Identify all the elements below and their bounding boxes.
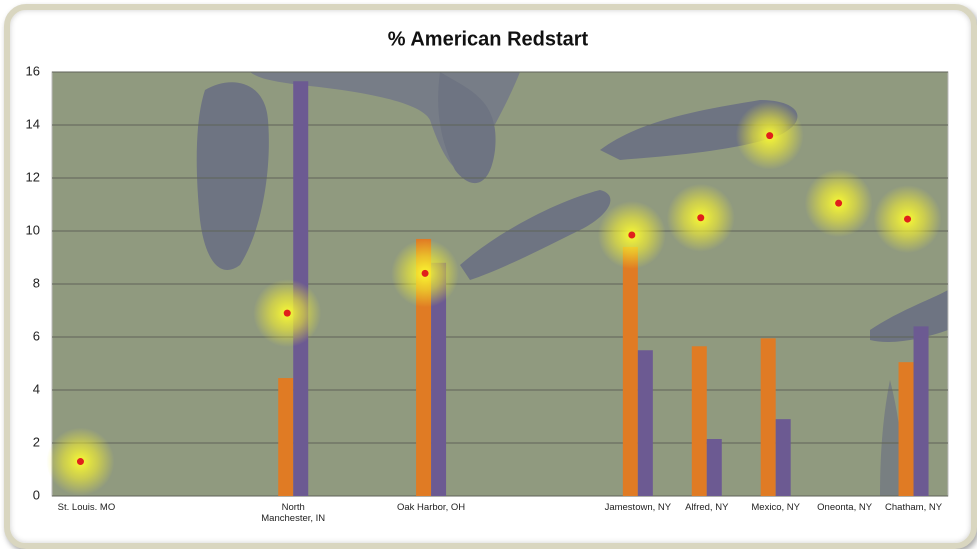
bar <box>278 378 294 496</box>
bar <box>637 350 653 496</box>
y-tick-label: 14 <box>26 116 40 131</box>
bar <box>706 439 722 496</box>
x-tick-label: North Manchester, IN <box>261 502 326 524</box>
bar <box>898 362 914 496</box>
x-tick-label: Jamestown, NY <box>604 502 672 513</box>
bar <box>775 419 791 496</box>
bar <box>431 262 447 496</box>
y-tick-label: 16 <box>26 63 40 78</box>
y-tick-label: 12 <box>26 169 40 184</box>
x-tick-label: Chatham, NY <box>885 502 943 513</box>
y-tick-label: 2 <box>33 434 40 449</box>
point <box>835 199 843 207</box>
y-tick-label: 8 <box>33 275 40 290</box>
point <box>904 215 912 223</box>
bar <box>760 338 776 496</box>
point <box>421 269 429 277</box>
y-tick-label: 4 <box>33 381 40 396</box>
bar <box>622 246 638 496</box>
x-tick-label: St. Louis. MO <box>57 502 116 513</box>
x-tick-label: Oneonta, NY <box>817 502 873 513</box>
x-tick-label: Mexico, NY <box>751 502 800 513</box>
chart-title: % American Redstart <box>388 28 589 50</box>
x-tick-label: Oak Harbor, OH <box>397 502 466 513</box>
y-tick-label: 10 <box>26 222 40 237</box>
point <box>628 231 636 239</box>
y-tick-label: 6 <box>33 328 40 343</box>
point <box>76 458 84 466</box>
point <box>697 214 705 222</box>
y-tick-label: 0 <box>33 487 40 502</box>
bar <box>691 346 707 496</box>
x-tick-label: Alfred, NY <box>685 502 729 513</box>
bar <box>913 326 929 496</box>
point <box>766 132 774 140</box>
point <box>283 309 291 317</box>
